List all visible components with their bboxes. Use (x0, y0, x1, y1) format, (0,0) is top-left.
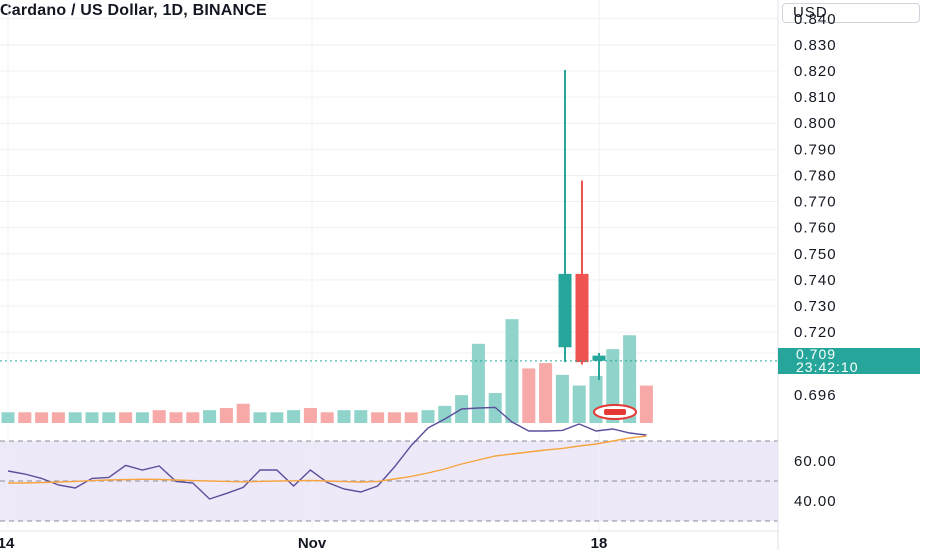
rsi-lines (7, 406, 647, 500)
volume-bar (270, 412, 284, 423)
volume-bar (68, 412, 82, 423)
currency-selector-button[interactable]: USD (782, 3, 920, 23)
price-tick-label: 0.840 (794, 11, 837, 28)
candles[interactable] (558, 69, 606, 381)
grid-layer (0, 0, 778, 531)
volume-bar (354, 410, 368, 423)
volume-bar (522, 368, 536, 423)
volume-bar (320, 412, 334, 423)
volume-bar (623, 335, 637, 423)
candle-body[interactable] (575, 273, 589, 363)
volume-bar (337, 410, 351, 423)
price-tick-label: 0.696 (794, 387, 837, 404)
price-tick-label: 0.800 (794, 115, 837, 132)
time-tick-label: 18 (591, 535, 608, 550)
volume-bar (135, 412, 149, 423)
volume-bar (35, 412, 49, 423)
price-tick-label: 0.740 (794, 272, 837, 289)
volume-bar (18, 412, 32, 423)
volume-bar (287, 410, 301, 423)
candle-body[interactable] (592, 355, 606, 361)
chart-title: Cardano / US Dollar, 1D, BINANCE (0, 2, 267, 19)
rsi-axis: 40.00 60.00 (794, 453, 837, 510)
price-tick-label: 0.810 (794, 89, 837, 106)
volume-bar (639, 385, 653, 423)
price-tick-label: 0.730 (794, 298, 837, 315)
price-tick-label: 0.830 (794, 37, 837, 54)
time-tick-label: Nov (298, 535, 327, 550)
volume-bar (555, 374, 569, 423)
time-axis[interactable]: 14 Nov 18 (0, 535, 607, 550)
volume-bar (303, 408, 317, 423)
volume-bar (371, 412, 385, 423)
volume-bar (1, 412, 15, 423)
volume-bar (253, 412, 267, 423)
bar-countdown: 23:42:10 (796, 358, 859, 375)
candle-body[interactable] (558, 273, 572, 348)
rsi-line (7, 406, 647, 500)
volume-bar (471, 343, 485, 423)
volume-bar (505, 319, 519, 423)
event-marker-group[interactable] (593, 404, 637, 420)
volume-bar (169, 412, 183, 423)
volume-bar (203, 410, 217, 423)
rsi-tick-label: 40.00 (794, 493, 837, 510)
volume-bar (572, 385, 586, 423)
volume-bar (438, 405, 452, 423)
price-tick-label: 0.780 (794, 167, 837, 184)
volume-bar (539, 363, 553, 423)
volume-bar (404, 412, 418, 423)
price-tick-label: 0.750 (794, 246, 837, 263)
volume-bar (152, 410, 166, 423)
price-tick-label: 0.770 (794, 194, 837, 211)
price-tick-label: 0.760 (794, 220, 837, 237)
last-price-label: 0.709 23:42:10 (778, 345, 920, 375)
price-axis[interactable]: 0.6960.7120.7200.7300.7400.7500.7600.770… (794, 11, 837, 404)
volume-bars (1, 319, 653, 423)
event-flag-inner (604, 409, 626, 415)
volume-bar (119, 412, 133, 423)
volume-bar (51, 412, 65, 423)
time-tick-label: 14 (0, 535, 15, 550)
last-price-value: 0.709 (796, 345, 837, 362)
volume-bar (186, 412, 200, 423)
volume-bar (102, 412, 116, 423)
volume-bar (421, 410, 435, 423)
rsi-tick-label: 60.00 (794, 453, 837, 470)
volume-bar (387, 412, 401, 423)
volume-bar (236, 403, 250, 423)
rsi-moving-average-line (8, 435, 647, 484)
price-tick-label: 0.790 (794, 141, 837, 158)
volume-bar (219, 408, 233, 423)
volume-bar (85, 412, 99, 423)
price-tick-label: 0.820 (794, 63, 837, 80)
price-tick-label: 0.720 (794, 324, 837, 341)
